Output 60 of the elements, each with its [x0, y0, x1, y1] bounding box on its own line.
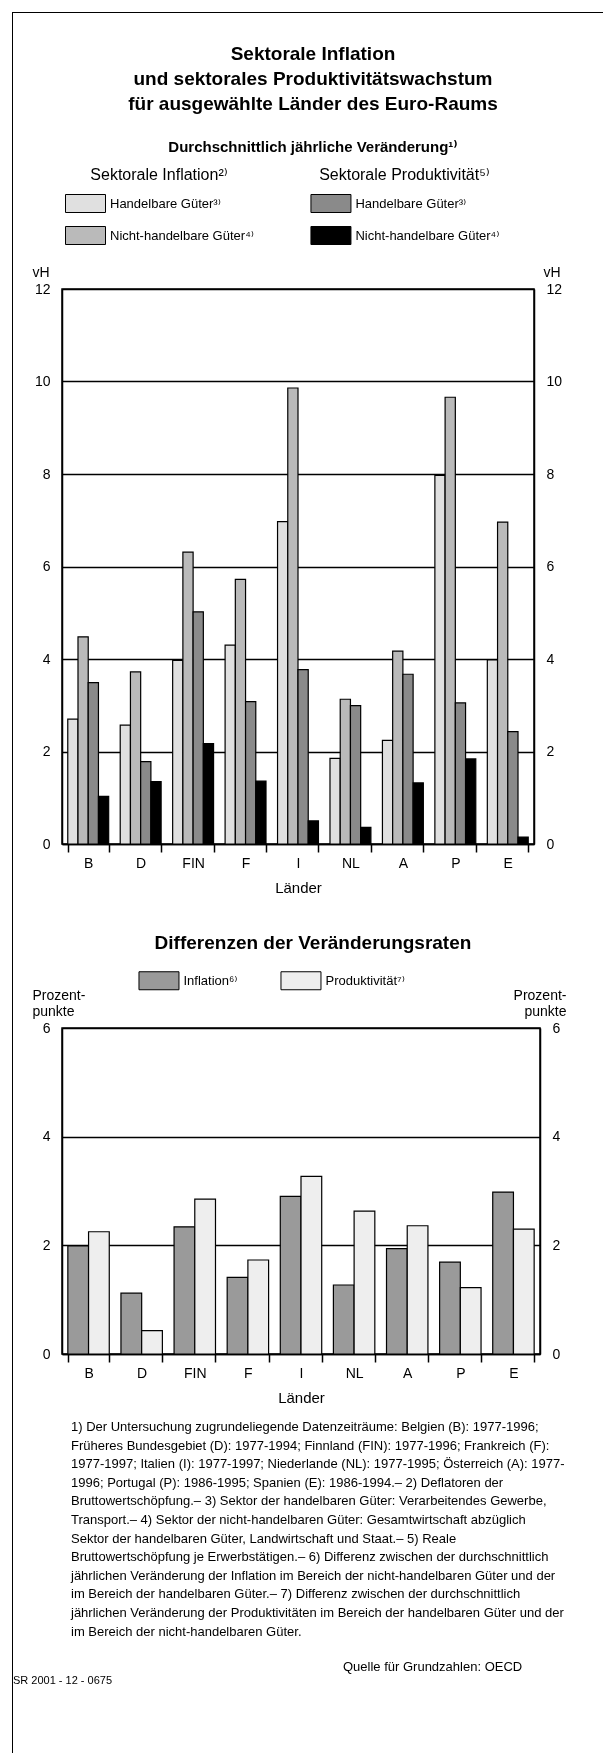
y-tick-label: 4	[42, 1128, 51, 1145]
legend-label: Nicht-handelbare Güter⁴⁾	[110, 227, 254, 243]
x-tick-label: FIN	[182, 854, 205, 871]
y-tick-label: 2	[42, 743, 51, 759]
y2-tick-label: 6	[546, 558, 555, 574]
y2-tick-label: 0	[552, 1345, 561, 1362]
y2-tick-label: 2	[552, 1236, 561, 1253]
y-tick-label: 12	[34, 280, 51, 297]
y-axis-title: vH	[32, 263, 50, 280]
y-tick-label: 2	[42, 1236, 51, 1253]
y2-tick-label: 4	[552, 1128, 561, 1145]
legend-label: Nicht-handelbare Güter⁴⁾	[355, 227, 500, 243]
x-tick-label: P	[451, 854, 461, 871]
y2-tick-label: 2	[546, 743, 555, 759]
y-tick-label: 4	[42, 650, 51, 667]
y-tick-label: 0	[42, 835, 51, 852]
x-tick-label: B	[84, 854, 94, 871]
x-tick-label: F	[241, 854, 251, 871]
x-tick-label: D	[137, 1364, 148, 1381]
y2-tick-label: 6	[552, 1019, 561, 1036]
x-tick-label: E	[509, 1364, 519, 1381]
x-tick-label: NL	[341, 854, 361, 871]
x-axis-title: Länder	[275, 878, 322, 896]
x-tick-label: FIN	[184, 1364, 207, 1381]
x-tick-label: I	[299, 1364, 304, 1381]
legend-label: Handelbare Güter³⁾	[355, 195, 467, 211]
y2-tick-label: 4	[546, 650, 555, 667]
y-axis-title: Prozent-punkte	[32, 986, 86, 1019]
chart-title: Differenzen der Veränderungsraten	[153, 931, 473, 955]
x-tick-label: NL	[345, 1364, 364, 1381]
text: SR 2001 - 12 - 0675	[13, 1674, 114, 1687]
text: 1) Der Untersuchung zugrundeliegende Datenzeiträume: Belgien (B): 1977-1996; Früheres Bundesgebiet (D): 1977-1994; Finnland (FIN): 1977-1996; Frankreich (F): 1977-1997; Italien (I): 1977-1997; Niederlande (NL): 1977-1995; Österreich (A): 1977-1996; Portugal (P): 1986-1995; Spanien (E): 1986-1994.– 2) Deflatoren der Bruttowertschöpfung.– 3) Sektor der handelbaren Güter: Verarbeitendes Gewerbe, Transport.– 4) Sektor der nicht-handelbaren Güter: Gesamtwirtschaft abzüglich Sektor der handelbaren Güter, Landwirtschaft und Staat.– 5) Reale Bruttowertschöpfung je Erwerbstätigen.– 6) Differenz zwischen der durchschnittlich jährlichen Veränderung der Inflation im Bereich der nicht-handelbaren Güter und der im Bereich der handelbaren Güter.– 7) Differenz zwischen der durchschnittlich jährlichen Veränderung der Produktivitäten im Bereich der handelbaren Güter und der im Bereich der nicht-handelbaren Güter.	[71, 1419, 565, 1639]
y2-tick-label: 8	[546, 465, 555, 482]
x-tick-label: A	[403, 1364, 414, 1381]
x-tick-label: E	[503, 854, 513, 871]
legend-label: Handelbare Güter³⁾	[110, 195, 221, 211]
y-tick-label: 8	[42, 465, 51, 482]
y-tick-label: 0	[42, 1345, 51, 1362]
y2-tick-label: 0	[546, 835, 555, 852]
y2-axis-title: Prozent-punkte	[513, 986, 567, 1019]
legend-label: Inflation⁶⁾	[183, 972, 238, 988]
x-tick-label: F	[244, 1364, 253, 1381]
text: Sektorale Produktivität⁵⁾	[319, 166, 490, 183]
text: Sektorale Inflation²⁾	[90, 166, 228, 183]
x-tick-label: I	[296, 854, 301, 871]
y2-axis-title: vH	[543, 263, 561, 280]
x-tick-label: P	[456, 1364, 466, 1381]
y-tick-label: 6	[42, 558, 51, 574]
chart-title: Sektorale Inflation und sektorales Produktivitätswachstum für ausgewählte Länder des Euro-Raums	[127, 42, 499, 116]
chart-subtitle: Durchschnittlich jährliche Veränderung¹⁾	[167, 138, 459, 156]
y-tick-label: 10	[34, 373, 51, 389]
y2-tick-label: 10	[546, 373, 563, 389]
x-axis-title: Länder	[278, 1388, 325, 1406]
legend-label: Produktivität⁷⁾	[325, 972, 405, 988]
source-note: Quelle für Grundzahlen: OECD	[343, 1659, 524, 1675]
y-tick-label: 6	[42, 1019, 51, 1036]
x-tick-label: B	[84, 1364, 94, 1381]
x-tick-label: A	[398, 854, 409, 871]
y2-tick-label: 12	[546, 280, 563, 297]
x-tick-label: D	[136, 854, 147, 871]
